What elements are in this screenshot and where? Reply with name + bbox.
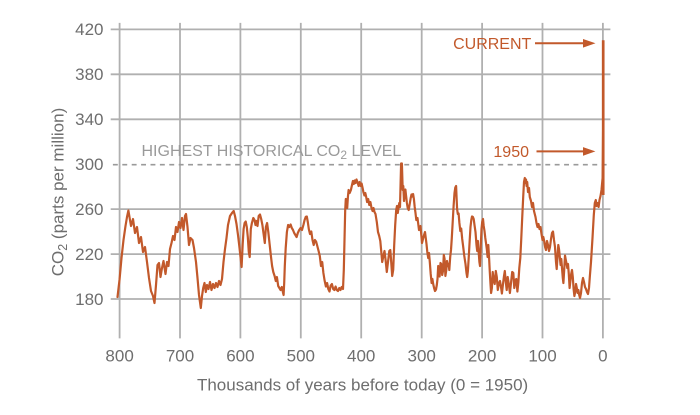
svg-text:380: 380 (75, 65, 103, 84)
svg-text:0: 0 (598, 347, 607, 366)
svg-text:CO2 (parts per million): CO2 (parts per million) (49, 108, 71, 277)
svg-text:260: 260 (75, 200, 103, 219)
svg-text:200: 200 (468, 347, 496, 366)
svg-text:600: 600 (226, 347, 254, 366)
svg-text:Thousands of years before toda: Thousands of years before today (0 = 195… (197, 375, 528, 394)
svg-text:340: 340 (75, 110, 103, 129)
svg-text:800: 800 (105, 347, 133, 366)
svg-text:300: 300 (408, 347, 436, 366)
svg-text:400: 400 (347, 347, 375, 366)
svg-text:300: 300 (75, 155, 103, 174)
svg-text:220: 220 (75, 245, 103, 264)
svg-text:420: 420 (75, 20, 103, 39)
svg-text:HIGHEST HISTORICAL CO2 LEVEL: HIGHEST HISTORICAL CO2 LEVEL (142, 143, 402, 162)
svg-text:CURRENT: CURRENT (453, 36, 531, 53)
svg-text:100: 100 (528, 347, 556, 366)
svg-text:500: 500 (287, 347, 315, 366)
svg-text:1950: 1950 (493, 144, 529, 161)
svg-text:180: 180 (75, 290, 103, 309)
svg-text:700: 700 (166, 347, 194, 366)
